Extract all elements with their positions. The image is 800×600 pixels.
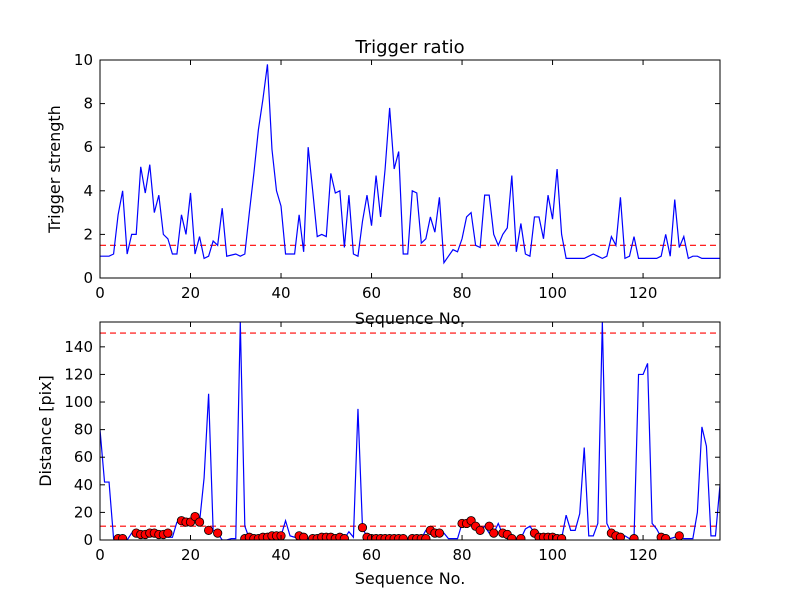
bottom-chart-marker-point bbox=[629, 534, 639, 540]
top-chart-y-label: Trigger strength bbox=[45, 105, 64, 234]
bottom-chart-marker-point bbox=[339, 534, 349, 540]
bottom-chart-x-tick-label: 80 bbox=[452, 546, 471, 564]
bottom-chart-marker-point bbox=[674, 531, 684, 540]
top-chart-x-tick-label: 120 bbox=[629, 284, 658, 302]
bottom-chart-marker-point bbox=[118, 534, 128, 540]
bottom-chart-marker-point bbox=[213, 528, 223, 538]
bottom-chart-y-tick-label: 140 bbox=[64, 338, 93, 356]
top-chart-x-tick-label: 100 bbox=[538, 284, 567, 302]
top-chart-x-ticks: 0 20 40 60 80 100 120 bbox=[95, 60, 657, 302]
bottom-chart-y-tick-label: 120 bbox=[64, 365, 93, 383]
top-chart-x-tick-label: 0 bbox=[95, 284, 105, 302]
bottom-chart-y-tick-label: 0 bbox=[83, 531, 93, 549]
bottom-chart-y-label: Distance [pix] bbox=[36, 375, 55, 487]
bottom-chart-marker-point bbox=[163, 528, 173, 538]
bottom-chart-x-tick-label: 60 bbox=[362, 546, 381, 564]
bottom-chart-marker-point bbox=[615, 532, 626, 540]
bottom-chart-marker-point bbox=[475, 525, 485, 535]
bottom-chart-marker-point bbox=[194, 517, 205, 527]
bottom-chart-marker-point bbox=[484, 521, 494, 531]
bottom-chart-x-tick-label: 100 bbox=[538, 546, 567, 564]
top-chart-y-tick-label: 10 bbox=[74, 51, 93, 69]
top-chart-y-tick-label: 8 bbox=[83, 95, 93, 113]
bottom-chart-x-label: Sequence No. bbox=[355, 569, 466, 588]
top-chart-frame bbox=[99, 59, 721, 279]
bottom-chart-series-line-0 bbox=[100, 322, 720, 540]
bottom-chart-x-ticks: 0 20 40 60 80 100 120 bbox=[95, 322, 657, 564]
bottom-chart-marker-point bbox=[398, 534, 408, 540]
top-chart-series-line-0 bbox=[100, 64, 720, 265]
bottom-chart-y-tick-label: 80 bbox=[74, 421, 93, 439]
bottom-chart: 0 20 40 60 80 100 120 0 20 40 60 80 100 120 140 Seque… bbox=[36, 321, 721, 588]
bottom-chart-marker-point bbox=[421, 534, 431, 540]
top-chart-x-label: Sequence No. bbox=[355, 309, 466, 328]
bottom-chart-plot-area bbox=[100, 322, 720, 540]
top-chart-y-tick-label: 4 bbox=[83, 182, 93, 200]
bottom-chart-marker-point bbox=[516, 534, 526, 540]
bottom-chart-x-tick-label: 40 bbox=[271, 546, 290, 564]
top-chart-plot-area bbox=[100, 64, 720, 265]
bottom-chart-x-tick-label: 20 bbox=[181, 546, 200, 564]
top-chart-title: Trigger ratio bbox=[354, 37, 464, 58]
top-chart-y-tick-label: 0 bbox=[83, 269, 93, 287]
top-chart-x-tick-label: 80 bbox=[452, 284, 471, 302]
bottom-chart-marker-point bbox=[489, 528, 499, 538]
top-chart-y-tick-label: 6 bbox=[83, 138, 93, 156]
top-chart-x-tick-label: 40 bbox=[271, 284, 290, 302]
bottom-chart-marker-point bbox=[299, 532, 309, 540]
bottom-chart-x-tick-label: 120 bbox=[629, 546, 658, 564]
top-chart-y-tick-label: 2 bbox=[83, 225, 93, 243]
top-chart-x-tick-label: 60 bbox=[362, 284, 381, 302]
bottom-chart-marker-point bbox=[557, 534, 567, 540]
top-chart: Trigger ratio 0 20 40 60 80 100 120 0 2 4 6 8 10 Se… bbox=[45, 37, 721, 328]
top-chart-x-tick-label: 20 bbox=[181, 284, 200, 302]
bottom-chart-marker-point bbox=[434, 528, 445, 538]
top-chart-y-ticks: 0 2 4 6 8 10 bbox=[74, 51, 720, 287]
bottom-chart-x-tick-label: 0 bbox=[95, 546, 105, 564]
bottom-chart-frame bbox=[99, 321, 721, 541]
bottom-chart-marker-point bbox=[357, 522, 368, 533]
bottom-chart-marker-point bbox=[661, 534, 671, 540]
bottom-chart-marker-point bbox=[204, 525, 214, 535]
bottom-chart-y-ticks: 0 20 40 60 80 100 120 140 bbox=[64, 338, 720, 549]
bottom-chart-y-tick-label: 40 bbox=[74, 476, 93, 494]
bottom-chart-marker-point bbox=[507, 534, 517, 540]
bottom-chart-y-tick-label: 20 bbox=[74, 503, 93, 521]
bottom-chart-y-tick-label: 60 bbox=[74, 448, 93, 466]
bottom-chart-y-tick-label: 100 bbox=[64, 393, 93, 411]
